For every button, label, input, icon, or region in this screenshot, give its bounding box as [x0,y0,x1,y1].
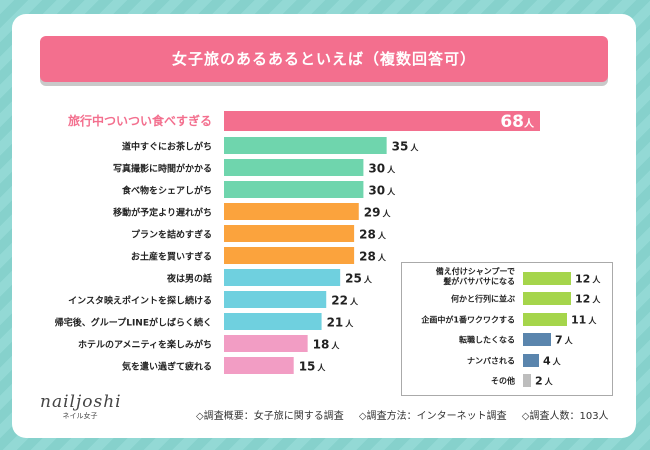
data-label: 21 人 [327,316,355,330]
category-label: 移動が予定より遅れがち [113,207,212,219]
survey-overview: ◇調査概要：女子旅に関する調査 [196,411,344,422]
inset-bar [523,374,531,387]
title-bar: 女子旅のあるあるといえば（複数回答可） [40,36,608,82]
inset-category-label: 髪がバサバサになる [442,276,515,286]
inset-bar [523,313,567,326]
inset-category-label: 何かと行列に並ぶ [451,294,515,304]
bar [224,111,540,131]
category-label: 夜は男の話 [166,273,212,285]
inset-bar [523,292,571,305]
bar [224,247,355,264]
category-label: ホテルのアメニティを楽しみがち [78,339,212,351]
survey-count: ◇調査人数：103人 [521,411,609,422]
bar [224,203,359,220]
bar [224,313,322,330]
category-label: 写真撮影に時間がかかる [113,163,212,175]
category-label: お土産を買いすぎる [131,251,212,263]
inset-category-label: その他 [491,376,515,386]
bar [224,335,308,352]
bar [224,291,327,308]
inset-data-label: 11 人 [571,314,597,327]
bar [224,159,364,176]
inset-bar [523,272,571,285]
inset-chart-box [401,262,613,396]
data-label: 28 人 [359,250,387,264]
bar [224,357,294,374]
inset-bar [523,354,539,367]
category-label: 帰宅後、グループLINEがしばらく続く [55,317,212,329]
category-label: インスタ映えポイントを探し続ける [68,295,212,307]
inset-category-label: 企画中が1番ワクワクする [420,315,515,325]
data-label: 25 人 [345,272,373,286]
category-label: 旅行中ついつい食べすぎる [68,113,212,128]
category-label: 道中すぐにお茶しがち [122,141,212,153]
data-label: 68人 [500,112,535,132]
bar [224,181,364,198]
inset-category-label: 備え付けシャンプーで [436,266,515,276]
category-label: プランを詰めすぎる [131,229,212,241]
survey-method: ◇調査方法：インターネット調査 [358,411,507,422]
inset-data-label: 12 人 [575,273,601,286]
bar [224,225,355,242]
inset-bar [523,333,551,346]
brand-logo: nailjoshi ネイル女子 [40,392,122,421]
bar [224,269,341,286]
data-label: 29 人 [364,206,392,220]
bar [224,137,387,154]
survey-footer: ◇調査概要：女子旅に関する調査 ◇調査方法：インターネット調査 ◇調査人数：10… [196,407,621,422]
logo-subtitle: ネイル女子 [62,412,98,420]
inset-category-label: ナンパされる [467,356,515,366]
inset-data-label: 12 人 [575,293,601,306]
logo-name: nailjoshi [40,392,122,412]
data-label: 15 人 [299,360,327,374]
data-label: 30 人 [368,184,396,198]
inset-category-label: 転職したくなる [459,335,515,345]
chart-title: 女子旅のあるあるといえば（複数回答可） [171,50,476,68]
data-label: 22 人 [331,294,359,308]
data-label: 30 人 [368,162,396,176]
data-label: 35 人 [392,140,420,154]
category-label: 気を遣い過ぎて疲れる [122,361,212,373]
data-label: 18 人 [313,338,341,352]
category-label: 食べ物をシェアしがち [121,185,212,197]
data-label: 28 人 [359,228,387,242]
